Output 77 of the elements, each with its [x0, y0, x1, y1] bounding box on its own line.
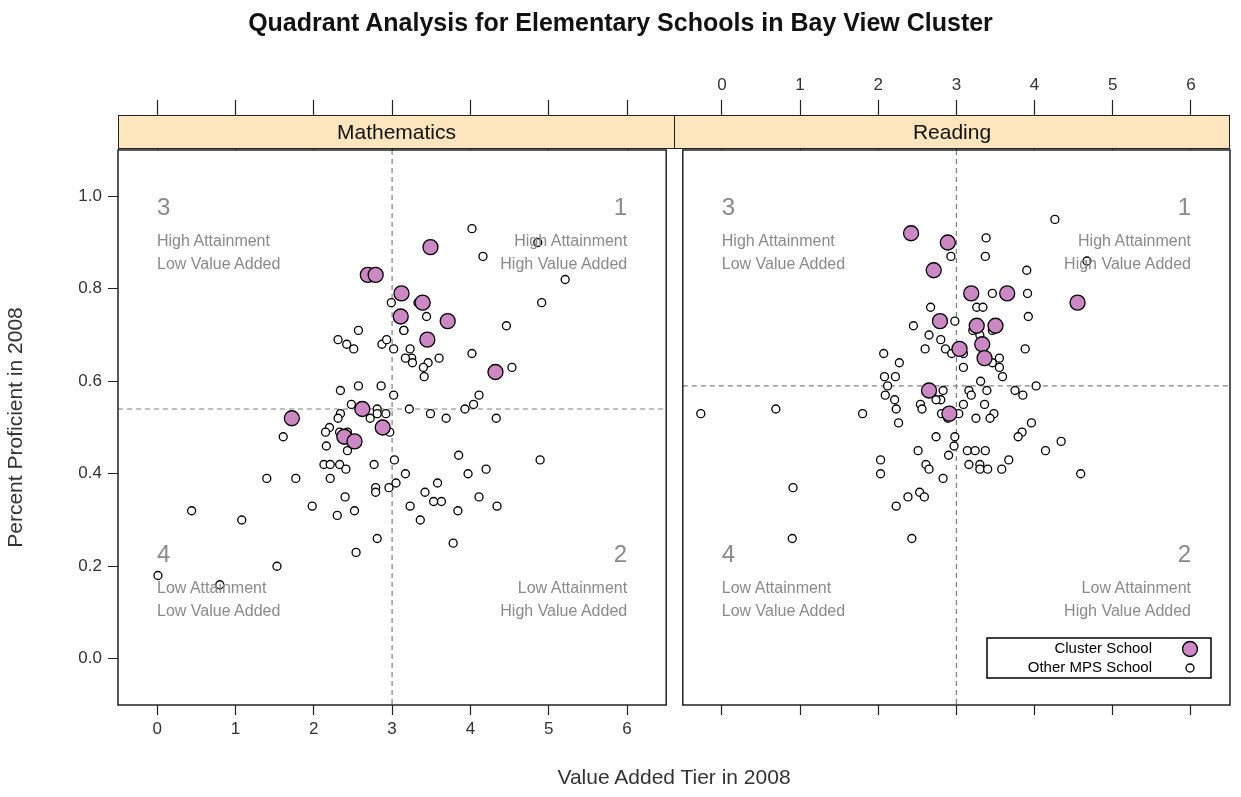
point [414, 294, 431, 311]
chart-subtitle: Mathematics [118, 115, 675, 149]
annotation: High Attainment [721, 232, 836, 250]
annotation: Low Value Added [157, 255, 281, 273]
point [374, 419, 391, 436]
point [925, 262, 942, 279]
annotation: 3 [157, 192, 171, 220]
point [976, 349, 993, 367]
annotation: Low Attainment [157, 579, 267, 597]
point [931, 312, 949, 330]
point [902, 225, 920, 242]
x-axis-title: Value Added Tier in 2008 [556, 765, 792, 789]
annotation: High Attainment [1078, 232, 1192, 250]
annotation: 4 [157, 539, 171, 567]
x-tick-label: 3 [951, 75, 962, 95]
chart-subtitle: Reading [674, 115, 1230, 149]
point [439, 312, 456, 330]
annotation: High Attainment [157, 232, 271, 250]
annotation: Low Attainment [1081, 579, 1192, 597]
x-tick-label: 2 [309, 718, 319, 738]
point [939, 234, 956, 251]
annotation: 1 [613, 192, 628, 220]
point [987, 317, 1004, 334]
point [941, 405, 958, 422]
point [974, 336, 991, 353]
annotation: 2 [1177, 539, 1191, 567]
x-tick-label: 4 [1029, 75, 1040, 95]
annotation: High Attainment [514, 232, 628, 250]
annotation: 4 [721, 539, 736, 567]
legend-label: Cluster School [1054, 639, 1152, 657]
point [1069, 294, 1086, 311]
legend-label: Other MPS School [1027, 658, 1152, 676]
point [354, 400, 371, 418]
x-tick-label: 1 [230, 718, 241, 738]
point [487, 363, 504, 381]
annotation: Low Value Added [721, 255, 846, 273]
x-tick-label: 3 [387, 718, 397, 738]
chart-title: Quadrant Analysis for Elementary Schools in Bay View Cluster [247, 8, 994, 37]
x-tick-label: 4 [465, 718, 476, 738]
annotation: Low Value Added [157, 602, 281, 620]
x-tick-label: 6 [1186, 75, 1196, 95]
point [968, 317, 985, 334]
annotation: 1 [1177, 192, 1191, 220]
y-tick-label: 0.4 [78, 463, 102, 483]
annotation: High Value Added [1064, 255, 1191, 273]
point [283, 410, 301, 427]
y-tick-label: 0.0 [78, 648, 102, 668]
point [951, 340, 968, 358]
annotation: Low Attainment [517, 579, 628, 597]
annotation: 2 [613, 539, 628, 567]
x-tick-label: 0 [152, 718, 162, 738]
point [920, 382, 938, 399]
annotation: Low Attainment [721, 579, 832, 597]
annotation: High Value Added [500, 602, 628, 620]
point [963, 285, 980, 302]
y-axis-title: Percent Proficient in 2008 [3, 307, 27, 548]
y-tick-label: 1.0 [78, 185, 102, 205]
point [422, 238, 439, 256]
annotation: High Value Added [1064, 602, 1191, 620]
x-tick-label: 2 [873, 75, 883, 95]
point [393, 285, 410, 302]
x-tick-label: 0 [717, 75, 727, 95]
point [999, 285, 1016, 302]
point [367, 266, 384, 284]
point [346, 433, 363, 450]
x-tick-label: 6 [622, 718, 632, 738]
y-tick-label: 0.8 [78, 278, 102, 298]
x-tick-label: 5 [543, 718, 554, 738]
annotation: High Value Added [500, 255, 628, 273]
x-tick-label: 1 [795, 75, 805, 95]
point [419, 331, 436, 348]
y-tick-label: 0.6 [78, 370, 102, 390]
y-tick-label: 0.2 [78, 555, 102, 575]
annotation: 3 [721, 192, 736, 220]
point [392, 308, 409, 325]
x-tick-label: 5 [1108, 75, 1118, 95]
annotation: Low Value Added [721, 602, 846, 620]
